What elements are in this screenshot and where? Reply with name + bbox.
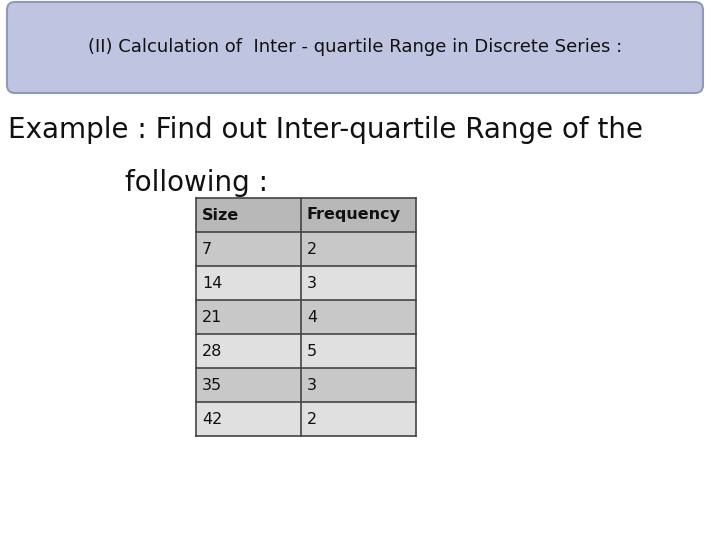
- Text: 4: 4: [307, 309, 317, 325]
- Bar: [196, 232, 416, 266]
- Text: Example : Find out Inter-quartile Range of the: Example : Find out Inter-quartile Range …: [8, 116, 643, 144]
- Text: Size: Size: [202, 207, 239, 222]
- Text: 28: 28: [202, 343, 222, 359]
- Bar: [196, 266, 416, 300]
- Text: (II) Calculation of  Inter - quartile Range in Discrete Series :: (II) Calculation of Inter - quartile Ran…: [88, 38, 622, 57]
- Bar: [196, 334, 416, 368]
- Text: Frequency: Frequency: [307, 207, 401, 222]
- Text: 21: 21: [202, 309, 222, 325]
- Text: 7: 7: [202, 241, 212, 256]
- Text: 42: 42: [202, 411, 222, 427]
- Bar: [196, 368, 416, 402]
- Text: 3: 3: [307, 377, 317, 393]
- Bar: [196, 402, 416, 436]
- Text: 2: 2: [307, 411, 317, 427]
- FancyBboxPatch shape: [7, 2, 703, 93]
- Text: 3: 3: [307, 275, 317, 291]
- Bar: [196, 198, 416, 232]
- Text: 5: 5: [307, 343, 317, 359]
- Text: following :: following :: [125, 169, 268, 197]
- Bar: [196, 300, 416, 334]
- Text: 35: 35: [202, 377, 222, 393]
- Text: 2: 2: [307, 241, 317, 256]
- Text: 14: 14: [202, 275, 222, 291]
